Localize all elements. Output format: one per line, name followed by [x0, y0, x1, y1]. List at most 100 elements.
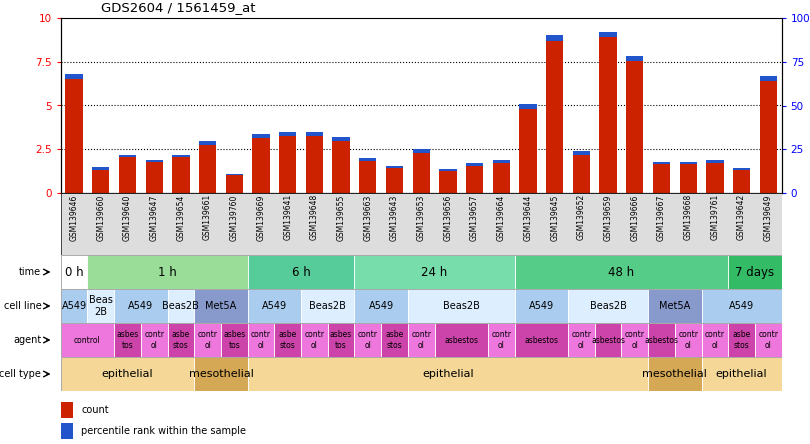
Bar [653, 162, 670, 193]
Bar [253, 135, 270, 193]
Text: percentile rank within the sample: percentile rank within the sample [81, 426, 246, 436]
Bar [701, 323, 728, 357]
Bar [680, 162, 697, 193]
Bar [648, 289, 701, 323]
Bar [546, 36, 564, 193]
Text: 24 h: 24 h [421, 266, 448, 278]
Text: contr
ol: contr ol [492, 330, 511, 350]
Bar [386, 166, 403, 193]
Text: GSM139645: GSM139645 [550, 194, 559, 241]
Bar [173, 155, 190, 158]
Bar [568, 323, 595, 357]
Text: contr
ol: contr ol [305, 330, 324, 350]
Text: A549: A549 [529, 301, 554, 311]
Text: contr
ol: contr ol [758, 330, 778, 350]
Bar [301, 289, 355, 323]
Bar [61, 402, 73, 417]
Text: GSM139652: GSM139652 [577, 194, 586, 241]
Bar [434, 323, 488, 357]
Bar [146, 160, 163, 162]
Bar [680, 162, 697, 164]
Bar [92, 167, 109, 170]
Bar [599, 32, 616, 37]
Text: control: control [74, 336, 100, 345]
Text: count: count [81, 404, 109, 415]
Bar [253, 135, 270, 138]
Text: A549: A549 [369, 301, 394, 311]
Bar [114, 289, 168, 323]
Bar [466, 163, 484, 166]
Bar [248, 289, 301, 323]
Text: GSM139654: GSM139654 [177, 194, 185, 241]
Bar [568, 289, 648, 323]
Bar [733, 168, 750, 193]
Text: asbes
tos: asbes tos [330, 330, 352, 350]
Bar [279, 132, 296, 135]
Text: GDS2604 / 1561459_at: GDS2604 / 1561459_at [101, 1, 256, 14]
Text: A549: A549 [128, 301, 153, 311]
Text: GSM139642: GSM139642 [737, 194, 746, 241]
Bar [168, 289, 194, 323]
Text: GSM139656: GSM139656 [443, 194, 453, 241]
Bar [599, 32, 616, 193]
Text: asbes
tos: asbes tos [224, 330, 245, 350]
Text: GSM139643: GSM139643 [390, 194, 399, 241]
Bar [114, 323, 141, 357]
Text: epithelial: epithelial [422, 369, 474, 379]
Text: GSM139666: GSM139666 [630, 194, 639, 241]
Bar [119, 155, 136, 158]
Bar [173, 155, 190, 193]
Text: 6 h: 6 h [292, 266, 310, 278]
Bar [382, 323, 408, 357]
Bar [146, 160, 163, 193]
Bar [412, 149, 430, 193]
Bar [328, 323, 355, 357]
Bar [275, 323, 301, 357]
Bar [755, 323, 782, 357]
Text: asbestos: asbestos [591, 336, 625, 345]
Text: GSM139641: GSM139641 [284, 194, 292, 241]
Bar [61, 357, 194, 391]
Bar [514, 255, 728, 289]
Text: 7 days: 7 days [735, 266, 774, 278]
Text: GSM139653: GSM139653 [416, 194, 426, 241]
Bar [760, 76, 777, 193]
Text: GSM139649: GSM139649 [764, 194, 773, 241]
Text: A549: A549 [729, 301, 754, 311]
Bar [573, 151, 590, 155]
Text: GSM139663: GSM139663 [364, 194, 373, 241]
Bar [706, 160, 723, 193]
Text: 0 h: 0 h [65, 266, 83, 278]
Bar [408, 323, 434, 357]
Bar [305, 132, 323, 193]
Text: Beas2B: Beas2B [309, 301, 346, 311]
Text: GSM139655: GSM139655 [337, 194, 346, 241]
Bar [626, 56, 643, 61]
Text: GSM139761: GSM139761 [710, 194, 719, 241]
Bar [466, 163, 484, 193]
Text: Beas
2B: Beas 2B [89, 295, 113, 317]
Bar [279, 132, 296, 193]
Bar [61, 255, 87, 289]
Bar [194, 323, 221, 357]
Text: contr
ol: contr ol [144, 330, 164, 350]
Text: Met5A: Met5A [659, 301, 690, 311]
Bar [653, 162, 670, 164]
Text: contr
ol: contr ol [705, 330, 725, 350]
Text: GSM139647: GSM139647 [150, 194, 159, 241]
Bar [701, 357, 782, 391]
Text: asbe
stos: asbe stos [386, 330, 403, 350]
Bar [305, 132, 323, 136]
Bar [301, 323, 328, 357]
Text: contr
ol: contr ol [678, 330, 698, 350]
Text: time: time [19, 267, 41, 277]
Text: asbe
stos: asbe stos [172, 330, 190, 350]
Text: 48 h: 48 h [608, 266, 634, 278]
Bar [248, 323, 275, 357]
Text: 1 h: 1 h [158, 266, 177, 278]
Text: cell line: cell line [3, 301, 41, 311]
Bar [386, 166, 403, 168]
Bar [546, 36, 564, 41]
Bar [359, 158, 377, 161]
Text: Beas2B: Beas2B [443, 301, 480, 311]
